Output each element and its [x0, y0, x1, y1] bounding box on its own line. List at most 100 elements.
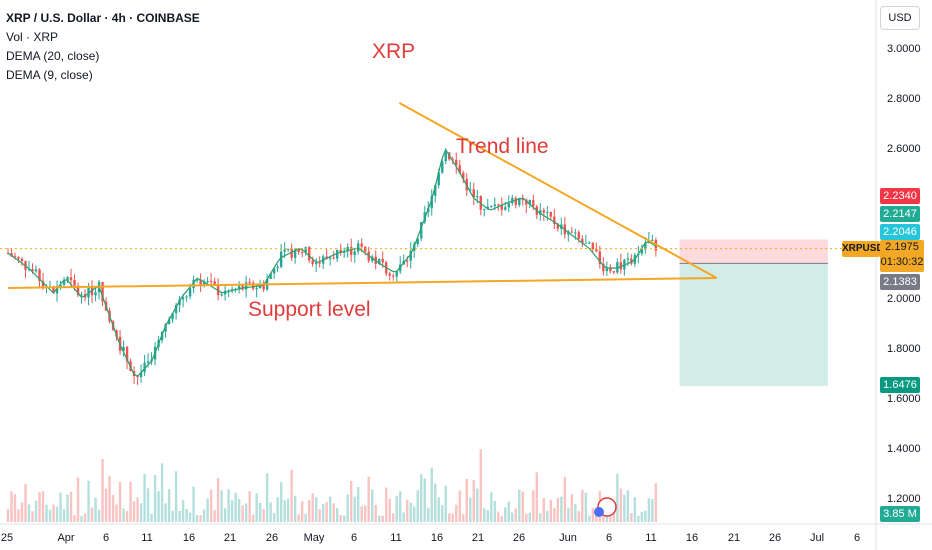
- candle-body: [507, 203, 510, 208]
- volume-bar: [108, 476, 111, 522]
- volume-bar: [364, 505, 367, 522]
- current-price-box: 2.1975 01:30:32: [880, 240, 924, 272]
- volume-bar: [574, 504, 577, 522]
- x-tick-label: 11: [645, 532, 656, 544]
- candle-body: [392, 275, 395, 277]
- volume-bar: [626, 490, 630, 522]
- candle-body: [546, 211, 549, 213]
- volume-bar: [483, 508, 486, 522]
- candle-body: [237, 285, 241, 289]
- x-tick-label: 6: [351, 532, 357, 544]
- chart-legend: XRP / U.S. Dollar · 4h · COINBASE Vol · …: [6, 9, 200, 85]
- x-tick-label: 21: [472, 532, 484, 544]
- candle-body: [437, 172, 440, 186]
- candle-body: [381, 258, 384, 263]
- candle-body: [441, 161, 444, 173]
- volume-bar: [178, 511, 181, 522]
- volume-bar: [38, 492, 41, 522]
- volume-bar: [118, 481, 122, 522]
- candle-body: [511, 197, 514, 204]
- legend-dema-9[interactable]: DEMA (9, close): [6, 68, 93, 82]
- legend-dema-20[interactable]: DEMA (20, close): [6, 49, 100, 63]
- position-target-zone[interactable]: [679, 263, 828, 387]
- volume-bar: [567, 507, 570, 522]
- volume-bar: [542, 498, 546, 522]
- volume-bar: [213, 510, 216, 522]
- candle-body: [143, 362, 146, 373]
- annotation-trend-line[interactable]: Trend line: [456, 135, 549, 158]
- volume-bar: [486, 510, 489, 522]
- volume-bar: [111, 495, 115, 522]
- candle-body: [595, 249, 598, 252]
- legend-volume[interactable]: Vol · XRP: [6, 30, 59, 44]
- volume-bar: [353, 496, 356, 522]
- candle-body: [185, 296, 188, 298]
- y-tick-label: 1.6000: [887, 393, 921, 405]
- volume-bar: [406, 499, 409, 522]
- candle-body: [94, 292, 97, 296]
- x-tick-label: 6: [606, 532, 612, 544]
- annotation-xrp[interactable]: XRP: [372, 40, 416, 63]
- event-flag-icon[interactable]: [594, 507, 604, 517]
- volume-bar: [360, 506, 363, 522]
- volume-bar: [307, 499, 311, 522]
- candle-body: [206, 281, 209, 283]
- volume-bar: [160, 463, 164, 522]
- volume-bar: [532, 490, 535, 522]
- annotation-support-level[interactable]: Support level: [248, 298, 371, 321]
- volume-bar: [535, 472, 539, 522]
- candle-body: [139, 372, 143, 378]
- volume-bar: [73, 515, 76, 522]
- candle-body: [244, 282, 248, 290]
- position-stop-zone[interactable]: [679, 239, 828, 264]
- volume-bar: [490, 492, 493, 522]
- volume-bar: [10, 491, 13, 522]
- volume-bar: [507, 501, 510, 522]
- currency-button[interactable]: USD: [880, 6, 920, 30]
- volume-bar: [553, 507, 556, 522]
- volume-tag: 3.85 M: [880, 506, 920, 522]
- candle-body: [409, 250, 412, 261]
- candle-body: [27, 269, 31, 271]
- volume-bar: [448, 513, 451, 522]
- candle-body: [251, 282, 255, 289]
- volume-bar: [122, 508, 125, 522]
- volume-bar: [66, 494, 69, 522]
- volume-bar: [269, 502, 272, 522]
- volume-bar: [444, 485, 447, 522]
- candle-body: [406, 260, 409, 262]
- support-line[interactable]: [7, 277, 717, 289]
- price-tag-target: 1.6476: [880, 377, 920, 393]
- volume-bar: [371, 489, 374, 522]
- x-tick-label: 26: [266, 532, 278, 544]
- volume-bar: [290, 469, 293, 522]
- volume-bar: [206, 498, 209, 522]
- volume-bar: [48, 509, 52, 522]
- candle-body: [483, 209, 486, 211]
- volume-bar: [549, 499, 553, 522]
- candle-body: [490, 206, 493, 208]
- candle-body: [195, 279, 199, 281]
- candle-body: [416, 238, 419, 245]
- volume-bar: [654, 483, 658, 522]
- candle-body: [353, 251, 356, 255]
- volume-bar: [59, 492, 62, 522]
- volume-bar: [234, 492, 237, 522]
- volume-bar: [357, 487, 360, 522]
- candle-body: [504, 207, 507, 210]
- volume-bar: [385, 487, 388, 522]
- volume-bar: [413, 506, 416, 522]
- volume-bar: [202, 509, 206, 522]
- trend-line[interactable]: [398, 102, 718, 279]
- volume-bar: [619, 488, 623, 522]
- volume-bar: [31, 511, 34, 522]
- candle-body: [20, 258, 24, 262]
- volume-bar: [223, 508, 227, 522]
- price-tag-entry: 2.1383: [880, 274, 920, 290]
- volume-bar: [143, 473, 146, 522]
- volume-bar: [132, 501, 136, 522]
- candle-body: [325, 256, 328, 259]
- volume-bar: [560, 496, 563, 522]
- volume-bar: [367, 476, 370, 522]
